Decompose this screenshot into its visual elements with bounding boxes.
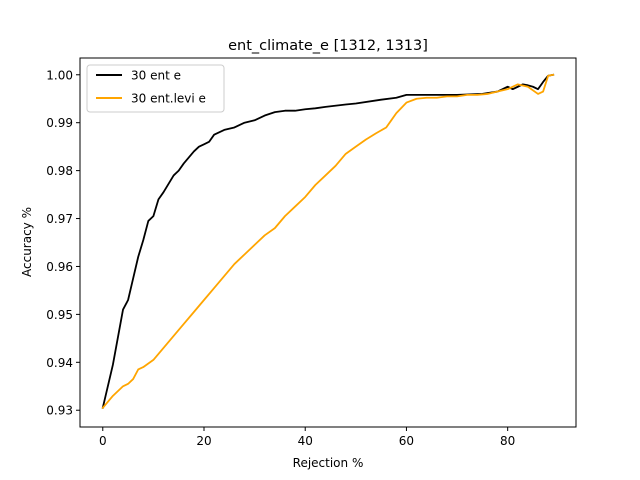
legend: 30 ent e 30 ent.levi e	[86, 64, 225, 113]
chart-title: ent_climate_e [1312, 1313]	[228, 38, 428, 54]
x-tick-label: 80	[500, 434, 515, 448]
plot-area	[101, 73, 555, 410]
x-tick-label: 0	[99, 434, 107, 448]
legend-label-series-0: 30 ent e	[131, 69, 181, 83]
x-tick-label: 60	[399, 434, 414, 448]
y-tick-label: 0.96	[46, 260, 73, 274]
x-axis-label: Rejection %	[293, 456, 364, 470]
axis-ticks: 0 20 40 60 80 0.93 0.94 0.95 0.96 0.97 0.98 0.99 1.0…	[46, 68, 515, 448]
y-tick-label: 0.98	[46, 164, 73, 178]
y-tick-label: 0.97	[46, 212, 73, 226]
y-tick-label: 0.99	[46, 116, 73, 130]
legend-box	[86, 64, 225, 113]
y-tick-label: 0.95	[46, 308, 73, 322]
x-tick-label: 40	[298, 434, 313, 448]
plot-frame	[79, 57, 577, 428]
legend-label-series-1: 30 ent.levi e	[131, 92, 206, 106]
series-line-0	[101, 73, 555, 409]
y-axis-label: Accuracy %	[20, 207, 34, 277]
x-tick-label: 20	[196, 434, 211, 448]
y-tick-label: 0.93	[46, 404, 73, 418]
y-tick-label: 1.00	[46, 68, 73, 82]
y-tick-label: 0.94	[46, 356, 73, 370]
series-line-1	[101, 73, 555, 410]
